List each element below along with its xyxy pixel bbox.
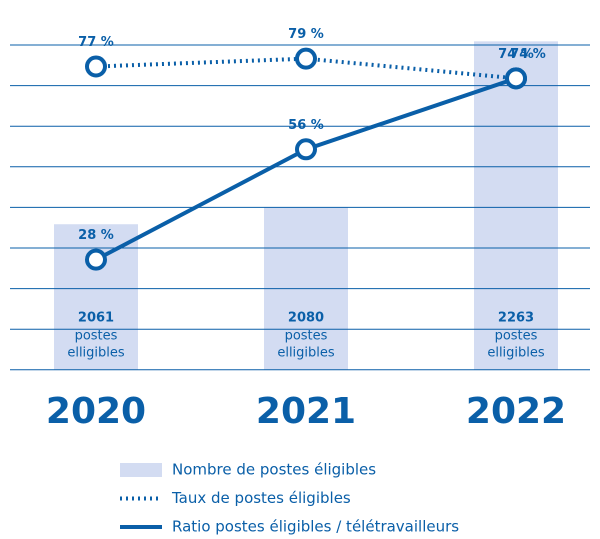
legend-swatch — [120, 463, 162, 477]
legend-label: Taux de postes éligibles — [171, 489, 351, 507]
marker — [85, 248, 107, 271]
marker — [295, 138, 317, 161]
bar-caption: postes — [285, 329, 328, 344]
x-tick-label: 2020 — [46, 391, 146, 432]
bar-value-label: 2080 — [288, 311, 324, 326]
point-label: 74 % — [498, 47, 534, 62]
bar-caption: postes — [495, 329, 538, 344]
x-tick-label: 2022 — [466, 391, 566, 432]
bar-caption: elligibles — [487, 346, 545, 361]
legend-label: Nombre de postes éligibles — [172, 461, 376, 479]
point-label: 28 % — [78, 228, 114, 243]
marker — [505, 67, 527, 90]
marker — [85, 55, 107, 78]
bar-value-label: 2061 — [78, 311, 114, 326]
legend-label: Ratio postes éligibles / télétravailleur… — [172, 518, 459, 536]
bar — [54, 224, 138, 370]
point-label: 77 % — [78, 35, 114, 50]
marker — [295, 47, 317, 70]
bar-caption: elligibles — [67, 346, 125, 361]
bar-caption: elligibles — [277, 346, 335, 361]
bar-value-label: 2263 — [498, 311, 534, 326]
x-tick-label: 2021 — [256, 391, 356, 432]
point-label: 74 % — [510, 47, 546, 62]
bar-caption: postes — [75, 329, 118, 344]
bar — [474, 41, 558, 371]
point-label: 79 % — [288, 27, 324, 42]
point-label: 56 % — [288, 118, 324, 133]
